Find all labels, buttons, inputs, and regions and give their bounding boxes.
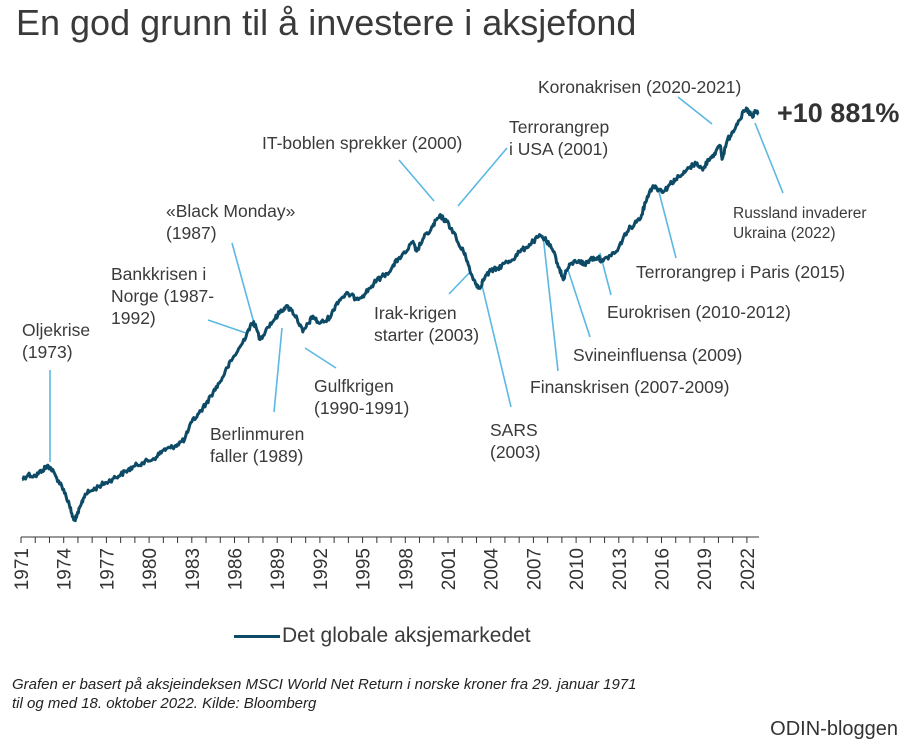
annotation: Koronakrisen (2020-2021) [538,77,741,125]
annotation: «Black Monday» (1987) [166,201,296,324]
x-tick-label: 1974 [55,548,76,591]
annotation: Terrorangrep i Paris (2015) [636,187,845,282]
annotation-leader-line [480,280,512,408]
series-line-global-market [21,106,760,523]
annotation-label: Koronakrisen (2020-2021) [538,77,741,97]
x-tick-label: 1989 [268,548,289,590]
x-tick-label: 2013 [610,548,631,590]
annotation: IT-boblen sprekker (2000) [262,133,462,202]
annotation-leader-line [207,319,247,334]
annotation-leader-line [448,270,472,295]
annotation-label: Finanskrisen (2007-2009) [530,377,729,397]
annotation-label: Irak-krigen starter (2003) [374,303,479,345]
annotation-leader-line [657,187,677,259]
x-tick-label: 2007 [524,548,545,590]
annotation-label: Russland invaderer Ukraina (2022) [733,205,867,242]
annotation-leader-line [398,159,435,202]
annotation-leader-line [567,269,591,338]
annotation-layer: Oljekrise (1973) Bankkrisen i Norge (1987-1… [22,77,867,466]
annotation-label: «Black Monday» (1987) [166,201,296,243]
annotation-label: IT-boblen sprekker (2000) [262,133,462,153]
x-tick-label: 1998 [396,548,417,590]
annotation-label: Oljekrise (1973) [22,320,90,362]
x-tick-label: 1995 [354,548,375,590]
x-tick-label: 2016 [653,548,674,590]
annotation-label: Bankkrisen i Norge (1987-1992) [111,264,214,328]
x-axis: 1971 1974 1977 1980 1983 1986 1989 1992 1995 1998… [12,536,759,591]
annotation: Gulfkrigen (1990-1991) [304,347,409,418]
annotation: Irak-krigen starter (2003) [374,270,479,345]
annotation-leader-line [542,234,559,372]
annotation: Russland invaderer Ukraina (2022) [733,122,867,242]
annotation: Bankkrisen i Norge (1987-1992) [111,264,247,334]
annotation: Berlinmuren faller (1989) [210,327,304,466]
x-tick-label: 2004 [482,548,503,591]
annotation-label: Gulfkrigen (1990-1991) [314,376,409,418]
brand-label: ODIN-bloggen [770,718,898,740]
annotation-leader-line [273,327,283,413]
annotation-leader-line [677,96,713,125]
annotation-leader-line [231,242,255,324]
footnote-line-2: til og med 18. oktober 2022. Kilde: Bloo… [12,695,317,712]
footnote-line-1: Grafen er basert på aksjeindeksen MSCI W… [12,676,637,693]
x-tick-label: 1992 [311,548,332,590]
line-chart: Oljekrise (1973) Bankkrisen i Norge (1987-1… [12,77,899,591]
x-tick-label: 1986 [226,548,247,590]
x-tick-label: 1983 [183,548,204,590]
annotation: Finanskrisen (2007-2009) [530,234,729,397]
annotation-label: Terrorangrep i Paris (2015) [636,262,845,282]
legend: Det globale aksjemarkedet [234,624,531,648]
x-tick-label: 1971 [12,548,33,590]
footnote: Grafen er basert på aksjeindeksen MSCI W… [12,675,636,713]
annotation-leader-line [754,122,784,194]
x-tick-label: 2022 [738,548,759,590]
x-tick-label: 1977 [97,548,118,590]
x-tick-label: 1980 [140,548,161,590]
legend-label: Det globale aksjemarkedet [282,624,531,647]
legend-line-swatch [234,634,280,638]
annotation-label: Berlinmuren faller (1989) [210,424,304,466]
annotation-label: Eurokrisen (2010-2012) [607,302,791,322]
annotation-label: Svineinfluensa (2009) [573,345,742,365]
annotation: Oljekrise (1973) [22,320,90,462]
annotation: Terrorangrep i USA (2001) [457,117,609,207]
total-return-label: +10 881% [777,98,899,128]
series-layer [21,106,760,523]
chart-title: En god grunn til å investere i aksjefond [16,2,637,43]
annotation-leader-line [304,347,337,369]
annotation-leader-line [457,147,508,207]
annotation-label: Terrorangrep i USA (2001) [509,117,609,159]
x-tick-label: 2019 [695,548,716,590]
x-tick-label: 2010 [567,548,588,590]
annotation-label: SARS (2003) [490,420,541,462]
x-tick-label: 2001 [439,548,460,590]
annotation: SARS (2003) [480,280,541,462]
annotation: Svineinfluensa (2009) [567,269,742,365]
